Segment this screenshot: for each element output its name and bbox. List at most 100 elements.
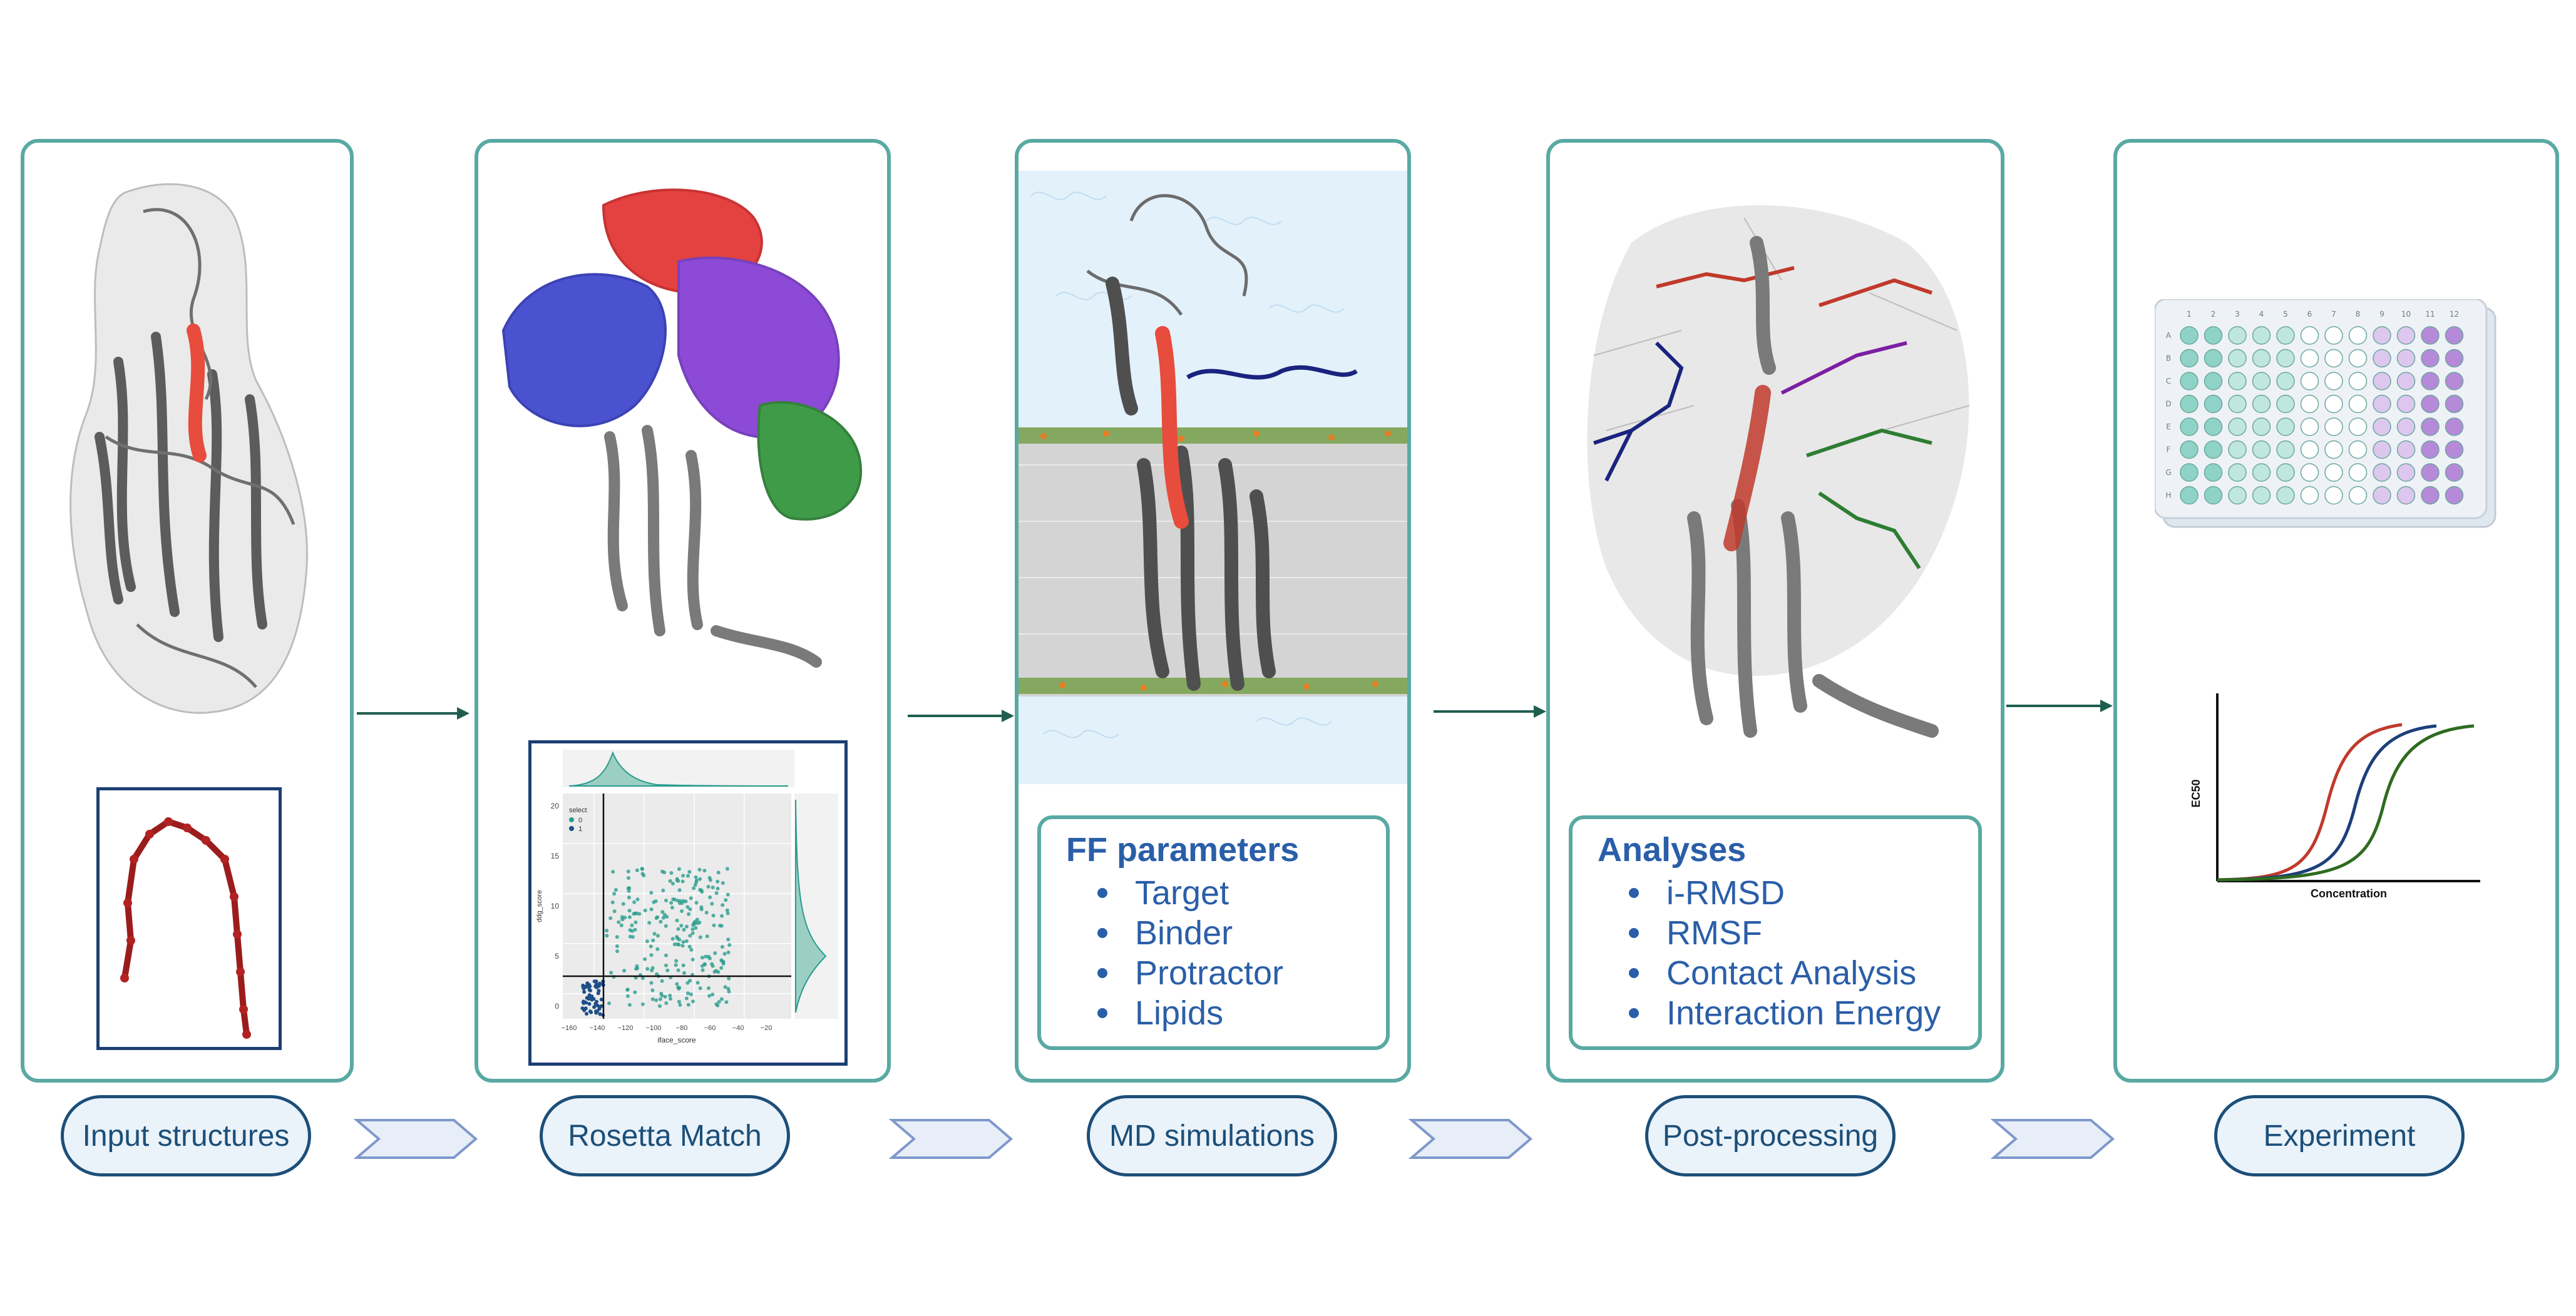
scatter-point: [660, 994, 664, 997]
scatter-point: [682, 971, 686, 975]
scatter-point: [668, 879, 672, 883]
plate-well: [2204, 394, 2223, 414]
plate-well: [2348, 486, 2368, 505]
scatter-point: [632, 900, 637, 904]
scatter-point: [691, 999, 695, 1004]
plate-column-label: 2: [2211, 310, 2216, 319]
scatter-point-selected: [592, 1005, 597, 1009]
scatter-point: [663, 994, 667, 999]
scatter-point: [674, 963, 678, 967]
scatter-point: [704, 954, 708, 959]
plate-well: [2445, 486, 2464, 505]
scatter-point: [658, 997, 662, 1001]
plate-well: [2252, 372, 2271, 390]
plate-well: [2228, 372, 2247, 390]
scatter-point: [694, 926, 698, 930]
plate-well: [2348, 326, 2368, 345]
scatter-point: [650, 988, 655, 992]
plate-well: [2180, 463, 2199, 482]
x-tick-label: −60: [704, 1024, 716, 1032]
scatter-point: [712, 970, 717, 974]
plate-well: [2204, 417, 2223, 436]
scatter-point: [686, 874, 690, 878]
plate-well: [2324, 486, 2343, 505]
plate-well: [2228, 349, 2247, 368]
analysis-item-i-rmsd: i-RMSD: [1629, 873, 1953, 913]
plate-well: [2252, 349, 2271, 368]
plate-well: [2276, 349, 2295, 368]
scatter-point: [689, 896, 693, 900]
analysis-item-interaction-energy: Interaction Energy: [1629, 993, 1953, 1033]
ensemble-structure-image: [501, 188, 863, 668]
plate-well: [2180, 372, 2199, 390]
scatter-point: [675, 879, 679, 882]
plate-well: [2396, 326, 2416, 345]
scatter-point: [615, 944, 619, 948]
plate-row-label: D: [2165, 400, 2171, 409]
scatter-point: [710, 962, 714, 966]
protein-structure-image: [69, 183, 309, 714]
scatter-point: [708, 878, 712, 882]
plate-column-label: 3: [2235, 310, 2240, 319]
scatter-point-selected: [588, 988, 592, 992]
plate-row-label: B: [2166, 354, 2171, 363]
scatter-point: [608, 916, 613, 921]
scatter-point: [661, 916, 665, 920]
scatter-point: [669, 900, 674, 905]
plate-well: [2180, 394, 2199, 414]
scatter-point-selected: [585, 1012, 588, 1016]
ff-item-lipids: Lipids: [1097, 993, 1361, 1033]
plate-well: [2396, 486, 2416, 505]
plate-well: [2324, 417, 2343, 436]
plate-well: [2180, 486, 2199, 505]
scatter-point: [727, 989, 731, 994]
plate-well: [2252, 463, 2271, 482]
plate-well: [2324, 349, 2343, 368]
plate-column-label: 7: [2331, 310, 2336, 319]
scatter-point: [650, 997, 655, 1001]
plate-well: [2180, 440, 2199, 459]
scatter-point: [676, 968, 680, 972]
plate-well: [2228, 486, 2247, 505]
plate-well: [2204, 486, 2223, 505]
scatter-point: [656, 934, 660, 938]
scatter-point: [687, 870, 692, 874]
scatter-point: [707, 954, 711, 959]
scatter-point: [686, 1002, 690, 1007]
peptide-inset-frame: [96, 787, 282, 1050]
plate-well: [2396, 394, 2416, 414]
plate-well: [2373, 440, 2391, 459]
scatter-point: [719, 997, 724, 1001]
scatter-point: [699, 907, 704, 912]
scatter-point: [670, 905, 674, 910]
scatter-point: [718, 924, 722, 928]
arrow-right-icon: [2006, 700, 2113, 712]
plate-well: [2324, 440, 2343, 459]
scatter-point: [713, 951, 717, 956]
scatter-point: [692, 886, 696, 890]
plate-well: [2421, 394, 2440, 414]
scatter-point: [726, 951, 731, 954]
plate-well: [2373, 463, 2391, 482]
plate-well: [2204, 463, 2223, 482]
scatter-point-selected: [584, 984, 588, 988]
scatter-point: [627, 915, 632, 919]
plate-well: [2445, 372, 2464, 390]
plate-well: [2300, 326, 2319, 345]
scatter-point: [711, 914, 716, 918]
scatter-point: [677, 937, 682, 942]
plate-well: [2324, 463, 2343, 482]
scatter-point: [695, 981, 700, 985]
plate-well: [2276, 440, 2295, 459]
scatter-point-selected: [597, 981, 602, 986]
scatter-point: [700, 890, 704, 894]
scatter-point-selected: [582, 990, 587, 994]
plate-well: [2421, 372, 2440, 390]
plate-well: [2324, 326, 2343, 345]
plate-well: [2324, 394, 2343, 414]
scatter-point: [605, 934, 609, 938]
stage-pill-md-simulations: MD simulations: [1087, 1095, 1337, 1176]
scatter-point-selected: [592, 997, 596, 1001]
scatter-plot: select 0 1 20 15 10 5 0 ddg_score −160 −…: [536, 750, 838, 1044]
